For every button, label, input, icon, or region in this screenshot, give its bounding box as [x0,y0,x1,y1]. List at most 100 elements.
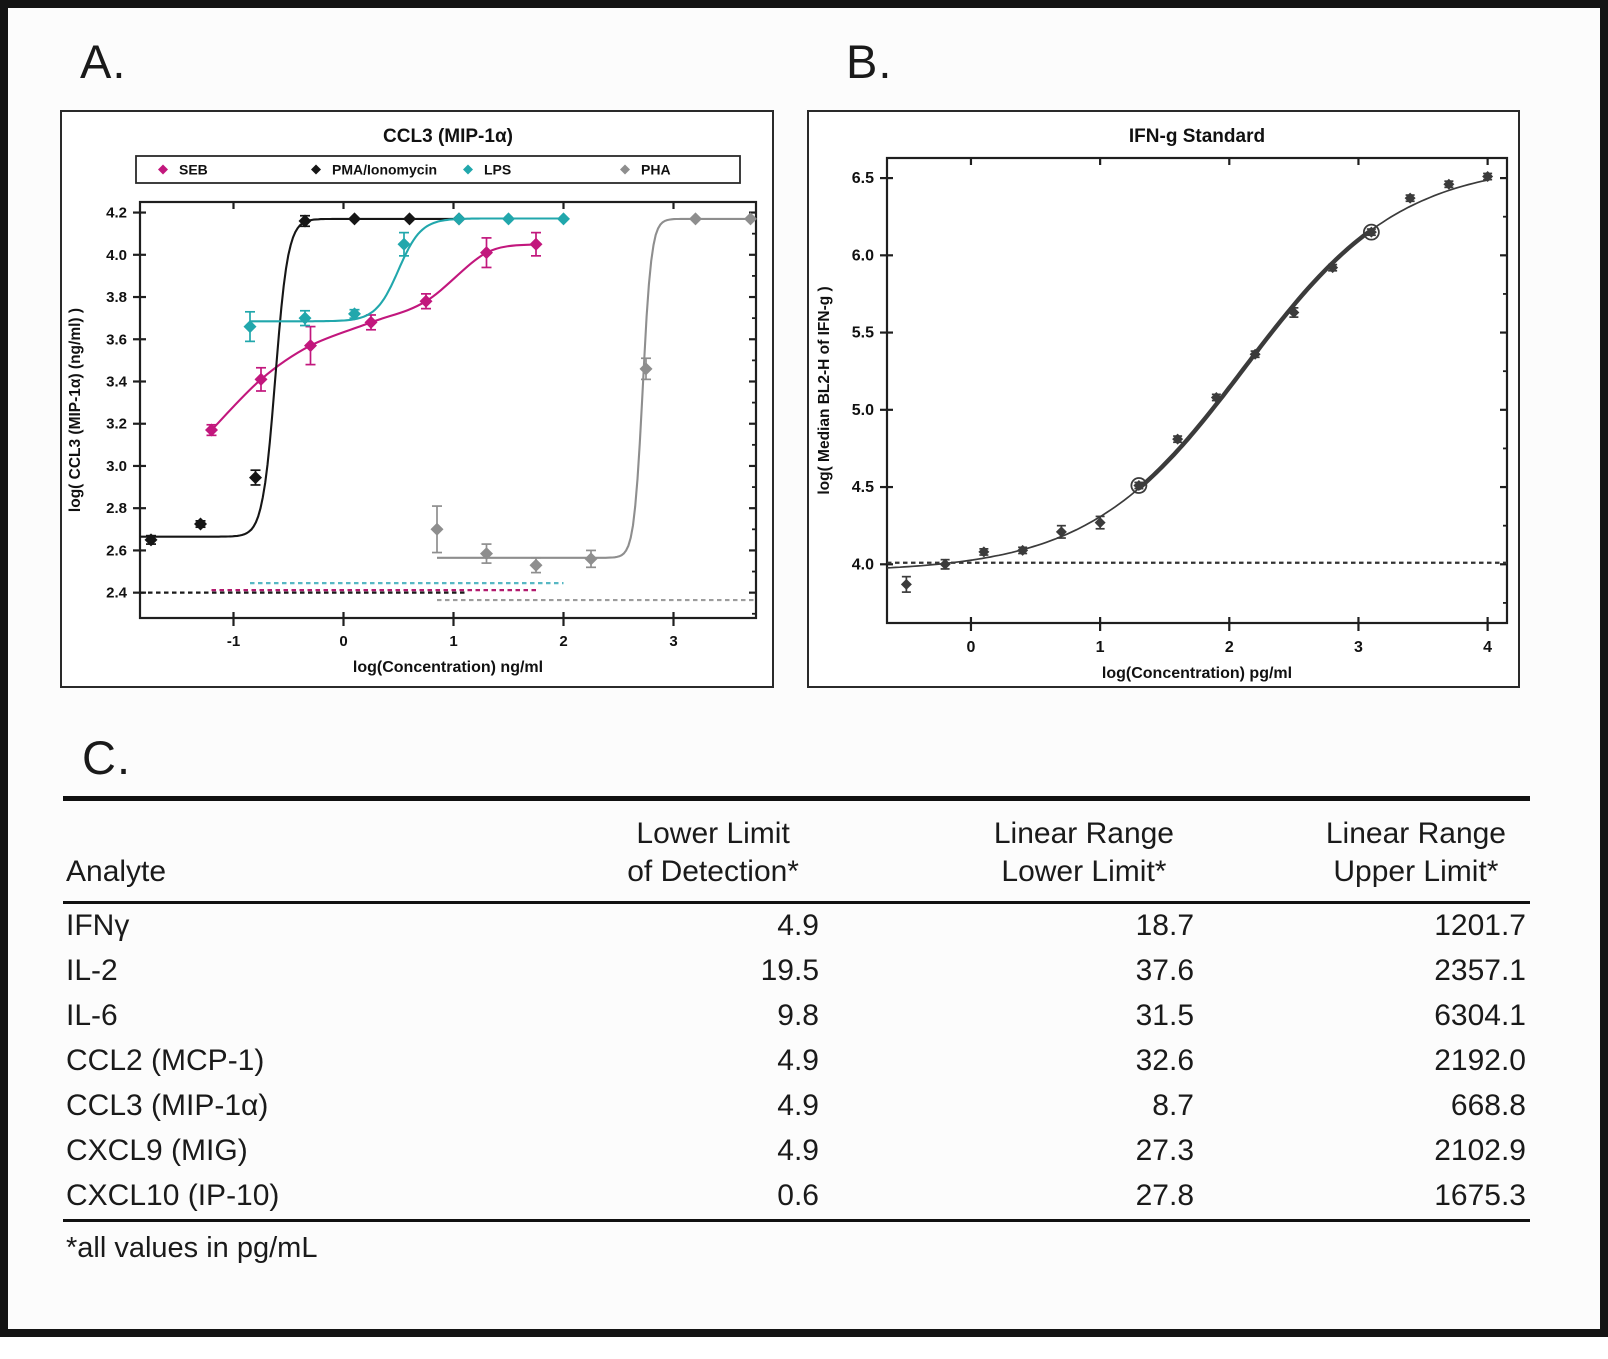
value-cell: 27.8 [823,1174,1198,1222]
y-tick-label: 5.5 [852,325,874,342]
value-cell: 668.8 [1450,1089,1526,1122]
ccl3-chart: CCL3 (MIP-1α) -1 0 1 2 3 2.4 2.6 2.8 3.0 3.2 3.4 3.6… [60,110,774,693]
data-point-diamond [529,237,543,251]
value-cell: 4.9 [777,1134,819,1167]
data-point-diamond [397,237,411,251]
value-cell: 2357.1 [1434,954,1526,987]
analyte-cell: IL-2 [66,954,118,987]
data-point-diamond [249,471,262,485]
panel-b-label: B. [846,35,893,88]
data-point-diamond [254,372,268,386]
table-row: IL-6 9.8 31.5 6304.1 [63,994,1530,1039]
legend-marker [463,164,473,175]
data-point-diamond [1055,526,1067,538]
column-header: Lower Limit of Detection* [443,798,823,904]
y-tick-label: 4.2 [106,205,127,222]
legend-marker [620,164,630,175]
value-cell: 2102.9 [1434,1134,1526,1167]
y-tick-label: 3.6 [106,331,127,348]
data-point-diamond [348,307,361,321]
linear-range-endpoint-circle [1130,477,1148,494]
table-row: CCL3 (MIP-1α) 4.9 8.7 668.8 [63,1084,1530,1129]
data-point-diamond [1133,480,1145,492]
x-tick-label: 1 [1096,639,1105,656]
y-tick-label: 5.0 [852,402,874,419]
data-point-diamond [194,517,207,531]
data-point-diamond [1327,262,1339,274]
x-tick-label: 3 [1354,639,1363,656]
value-cell: 31.5 [1135,999,1194,1032]
panel-a-label: A. [80,35,127,88]
value-cell: 19.5 [760,954,819,987]
data-point-diamond [1443,178,1455,190]
legend-marker [311,164,321,175]
value-cell: 18.7 [1135,909,1194,942]
x-tick-label: 2 [559,633,567,650]
data-point-diamond [744,212,757,226]
legend-label: PMA/Ionomycin [332,162,437,178]
column-header: Analyte [63,798,443,904]
legend-marker [158,164,168,175]
data-point-diamond [403,212,416,226]
column-header: Linear Range Upper Limit* [1198,798,1530,904]
data-point-diamond [978,546,990,558]
analyte-cell: IFNγ [66,909,130,942]
table-row: CCL2 (MCP-1) 4.9 32.6 2192.0 [63,1039,1530,1084]
analyte-cell: IL-6 [66,999,118,1032]
analyte-table-header: Analyte Lower Limit of Detection* Linear Ra… [63,798,1530,904]
data-point-diamond [1288,306,1300,318]
y-tick-label: 3.8 [106,289,127,306]
table-footnote: *all values in pg/mL [66,1232,318,1264]
data-point-diamond [480,246,493,260]
y-tick-label: 4.0 [106,247,127,264]
data-point-diamond [557,212,570,226]
data-point-diamond [1094,517,1106,529]
data-point-diamond [304,339,317,353]
chart-legend: SEB PMA/Ionomycin LPS PHA [135,155,741,184]
x-axis-label: log(Concentration) ng/ml [353,659,543,676]
x-tick-label: 3 [669,633,677,650]
value-cell: 1675.3 [1198,1174,1530,1222]
ccl3-chart-svg: CCL3 (MIP-1α) -1 0 1 2 3 2.4 2.6 2.8 3.0 3.2 3.4 3.6… [60,110,774,688]
y-axis-label: log( Median BL2-H of IFN-g ) [816,286,833,494]
value-cell: 32.6 [1135,1044,1194,1077]
data-point-diamond [419,294,433,308]
y-tick-label: 3.0 [106,458,127,475]
series-lps [243,212,570,585]
data-point-diamond [205,423,218,437]
value-cell: 1201.7 [1434,909,1526,942]
analyte-cell: CXCL9 (MIG) [66,1134,248,1167]
ifng-chart-svg: IFN-g Standard 0 1 2 3 4 4.0 4.5 5.0 5.5 6.0 6.5 log… [807,110,1520,688]
series-pha [430,212,757,602]
analyte-cell: CCL3 (MIP-1α) [66,1089,269,1122]
series-seb [205,231,543,592]
value-cell: 2192.0 [1434,1044,1526,1077]
y-tick-label: 6.5 [852,170,874,187]
ifng-standard-chart: IFN-g Standard 0 1 2 3 4 4.0 4.5 5.0 5.5 6.0 6.5 log… [807,110,1520,693]
data-point-diamond [1017,544,1029,556]
table-row: CXCL10 (IP-10) 0.6 27.8 1675.3 [63,1174,1530,1222]
chart-title: CCL3 (MIP-1α) [383,126,513,147]
table-row: IL-2 19.5 37.6 2357.1 [63,949,1530,994]
value-cell: 6304.1 [1434,999,1526,1032]
value-cell: 9.8 [777,999,819,1032]
data-point-diamond [900,578,912,590]
y-tick-label: 2.8 [106,500,127,517]
legend-label: PHA [641,162,671,178]
table-row: CXCL9 (MIG) 4.9 27.3 2102.9 [63,1129,1530,1174]
data-point-diamond [348,212,361,226]
data-point-diamond [1404,192,1416,204]
data-point-diamond [584,552,598,566]
y-tick-label: 6.0 [852,247,874,264]
legend-label: SEB [179,162,208,178]
analyte-table-body: IFNγ 4.9 18.7 1201.7 IL-2 19.5 37.6 2357.1 IL-6 9… [63,903,1530,1222]
chart-title: IFN-g Standard [1129,126,1265,147]
data-point-diamond [243,320,257,334]
data-point-diamond [1249,348,1261,360]
data-point-diamond [939,558,951,570]
analyte-table: Analyte Lower Limit of Detection* Linear Ra… [63,796,1530,1222]
series-ifn-g-standard [886,171,1507,593]
x-tick-label: 0 [967,639,976,656]
data-point-diamond [689,212,702,226]
